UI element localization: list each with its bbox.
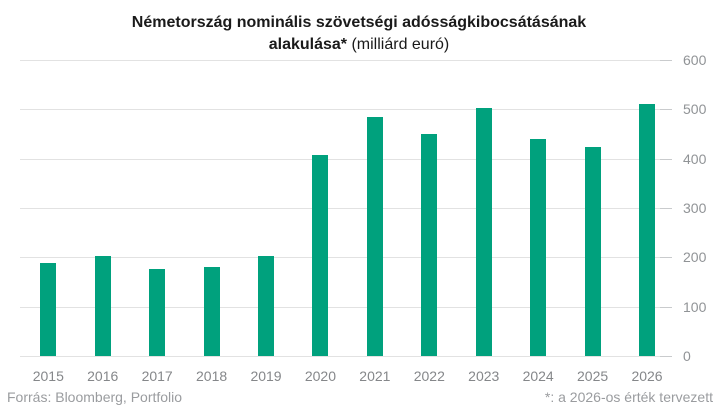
bar-2016 [94, 255, 111, 356]
x-axis-label-2026: 2026 [631, 368, 663, 384]
source-label: Forrás: Bloomberg, Portfolio [7, 389, 183, 405]
chart-title-unit: (milliárd euró) [347, 36, 450, 53]
gridline-400 [20, 158, 660, 160]
x-axis-label-2019: 2019 [250, 368, 282, 384]
footnote-label: *: a 2026-os érték tervezett [544, 389, 713, 405]
y-axis-tick-0 [660, 356, 672, 357]
chart-title-line1: Németország nominális szövetségi adósság… [131, 14, 587, 31]
y-axis-label-200: 200 [683, 249, 707, 266]
y-axis-label-500: 500 [683, 101, 707, 118]
gridline-500 [20, 109, 660, 111]
bar-2020 [312, 155, 329, 356]
gridline-0 [20, 356, 660, 357]
x-axis-label-2017: 2017 [141, 368, 173, 384]
bar-2022 [421, 134, 438, 356]
bar-2017 [149, 269, 166, 356]
y-axis-label-0: 0 [683, 348, 691, 364]
y-axis-tick-500 [660, 109, 672, 111]
y-axis-tick-400 [660, 158, 672, 160]
chart-title: Németország nominális szövetségi adósság… [0, 12, 718, 56]
y-axis-tick-200 [660, 257, 672, 259]
x-axis-label-2023: 2023 [468, 368, 500, 384]
gridline-200 [20, 257, 660, 259]
gridline-300 [20, 208, 660, 209]
x-axis-label-2025: 2025 [577, 368, 609, 384]
x-axis-label-2024: 2024 [522, 368, 554, 384]
y-axis-tick-100 [660, 306, 672, 308]
x-axis-label-2016: 2016 [87, 368, 119, 384]
bar-2018 [203, 266, 220, 356]
x-axis-label-2020: 2020 [304, 368, 337, 384]
gridline-100 [20, 306, 660, 308]
y-axis-label-600: 600 [683, 52, 707, 68]
x-axis-label-2015: 2015 [32, 368, 64, 384]
y-axis-tick-300 [660, 208, 672, 209]
x-axis-label-2018: 2018 [196, 368, 228, 384]
x-axis-label-2021: 2021 [359, 368, 391, 384]
bar-2024 [530, 138, 547, 356]
y-axis-label-400: 400 [683, 150, 707, 167]
y-axis-tick-600 [660, 60, 672, 61]
bar-2019 [258, 255, 275, 356]
bar-2015 [40, 263, 57, 356]
bar-2021 [366, 117, 383, 356]
bar-2025 [584, 146, 601, 356]
y-axis-label-300: 300 [683, 200, 707, 216]
bar-2026 [639, 103, 656, 356]
bar-2023 [475, 108, 492, 356]
gridline-600 [20, 60, 660, 61]
x-axis-label-2022: 2022 [413, 368, 445, 384]
y-axis-label-100: 100 [683, 298, 707, 315]
chart-title-line2-bold: alakulása* [268, 36, 348, 53]
